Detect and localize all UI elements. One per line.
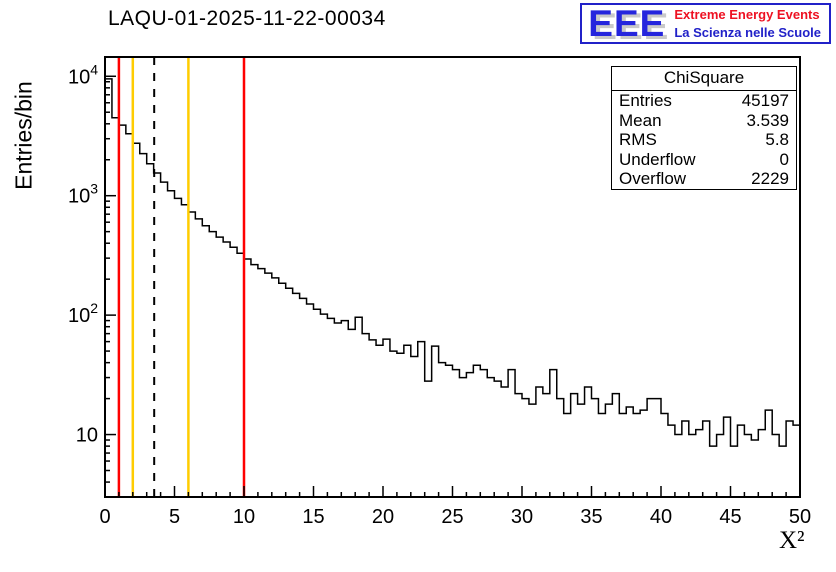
eee-logo-line2: La Scienza nelle Scuole — [674, 24, 821, 40]
stat-row-underflow: Underflow 0 — [612, 150, 796, 170]
stat-label: Underflow — [619, 149, 696, 169]
svg-text:15: 15 — [302, 506, 324, 528]
svg-text:25: 25 — [441, 506, 463, 528]
stat-value: 5.8 — [765, 130, 789, 149]
stat-value: 3.539 — [746, 110, 789, 130]
svg-text:40: 40 — [650, 506, 672, 528]
stat-row-overflow: Overflow 2229 — [612, 169, 796, 189]
stats-title: ChiSquare — [612, 67, 796, 91]
stat-row-mean: Mean 3.539 — [612, 111, 796, 131]
stat-row-entries: Entries 45197 — [612, 91, 796, 111]
svg-text:50: 50 — [789, 506, 811, 528]
svg-text:5: 5 — [169, 506, 180, 528]
stat-row-rms: RMS 5.8 — [612, 130, 796, 150]
svg-text:10: 10 — [76, 425, 98, 447]
svg-text:0: 0 — [99, 506, 110, 528]
stat-label: RMS — [619, 130, 657, 149]
eee-logo-line1: Extreme Energy Events — [674, 7, 820, 23]
eee-logo: EEE Extreme Energy Events La Scienza nel… — [580, 3, 831, 45]
svg-text:104: 104 — [68, 61, 98, 88]
stat-value: 45197 — [741, 91, 789, 110]
eee-logo-subtitle: Extreme Energy Events La Scienza nelle S… — [674, 6, 821, 41]
histogram-line — [105, 78, 800, 447]
svg-text:20: 20 — [372, 506, 394, 528]
stat-label: Mean — [619, 110, 662, 130]
stat-label: Overflow — [619, 169, 687, 188]
x-tick-labels: 0 5 10 15 20 25 30 35 40 45 50 — [99, 506, 811, 528]
x-axis-title: X² — [779, 527, 805, 554]
svg-text:103: 103 — [68, 181, 98, 208]
stat-value: 0 — [779, 149, 789, 169]
stat-value: 2229 — [751, 169, 789, 188]
svg-text:102: 102 — [68, 300, 98, 327]
svg-text:30: 30 — [511, 506, 533, 528]
svg-text:10: 10 — [233, 506, 255, 528]
axis-ticks — [104, 75, 801, 498]
stat-label: Entries — [619, 91, 672, 110]
svg-text:35: 35 — [580, 506, 602, 528]
plot-title: LAQU-01-2025-11-22-00034 — [108, 7, 386, 30]
stats-box: ChiSquare Entries 45197 Mean 3.539 RMS 5… — [611, 66, 797, 190]
marker-lines — [117, 57, 246, 497]
y-tick-labels: 10 102 103 104 — [68, 61, 98, 446]
svg-text:45: 45 — [719, 506, 741, 528]
eee-logo-text: EEE — [588, 3, 666, 44]
